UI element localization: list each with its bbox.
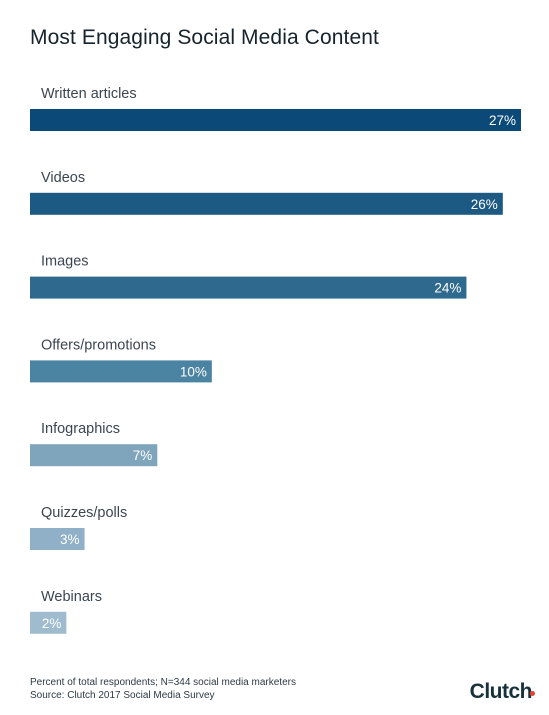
value-label: 7% [133,448,153,463]
chart-title: Most Engaging Social Media Content [30,26,379,49]
category-label: Webinars [41,589,102,605]
category-label: Videos [41,170,85,186]
footnote-source: Source: Clutch 2017 Social Media Survey [30,690,215,701]
bar [30,360,212,383]
bar [30,528,85,550]
category-label: Offers/promotions [41,337,156,353]
category-label: Written articles [41,86,137,102]
category-label: Images [41,254,89,270]
value-label: 2% [42,616,62,631]
bar [30,109,521,131]
footnote-respondents: Percent of total respondents; N=344 soci… [30,677,296,688]
clutch-logo: Clutch [469,680,533,703]
category-label: Quizzes/polls [41,505,127,521]
bar [30,276,467,299]
category-label: Infographics [41,421,120,437]
value-label: 26% [471,197,498,212]
bar [30,611,67,634]
bar [30,192,503,215]
value-label: 3% [60,532,80,547]
logo-dot-icon [530,691,535,696]
value-label: 10% [180,364,207,379]
value-label: 27% [489,113,516,128]
value-label: 24% [434,281,461,296]
bar [30,444,158,467]
